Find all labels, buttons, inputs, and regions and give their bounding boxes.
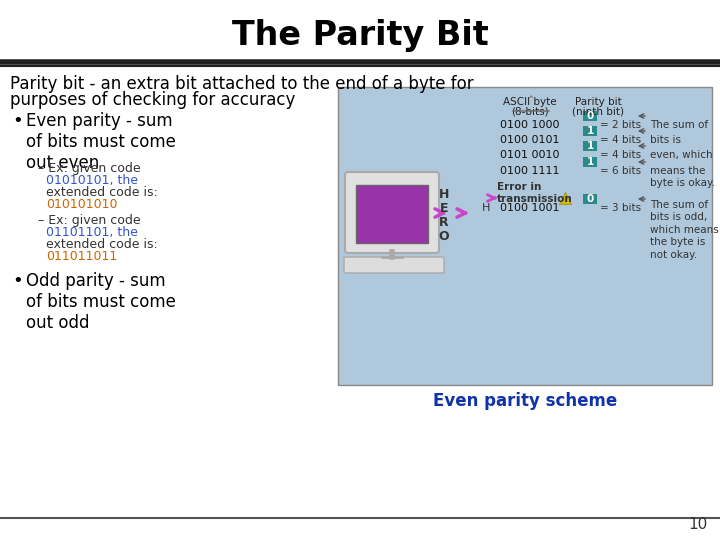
FancyBboxPatch shape: [344, 257, 444, 273]
Text: means the
byte is okay.: means the byte is okay.: [650, 166, 715, 188]
Text: H: H: [438, 188, 449, 201]
Text: 10: 10: [689, 517, 708, 532]
Text: 01101101, the: 01101101, the: [46, 226, 138, 239]
Text: 0: 0: [586, 111, 593, 121]
Text: 011011011: 011011011: [46, 250, 117, 263]
Text: The sum of
bits is odd,
which means
the byte is
not okay.: The sum of bits is odd, which means the …: [650, 200, 719, 260]
Text: Odd parity - sum
of bits must come
out odd: Odd parity - sum of bits must come out o…: [26, 272, 176, 332]
Text: 0100 0101: 0100 0101: [500, 135, 559, 145]
Text: = 6 bits: = 6 bits: [600, 166, 641, 176]
Text: 0100 1001: 0100 1001: [500, 203, 559, 213]
Text: extended code is:: extended code is:: [46, 238, 158, 251]
Text: The sum of: The sum of: [650, 120, 708, 130]
Text: even, which: even, which: [650, 150, 713, 160]
Text: 1: 1: [586, 141, 593, 151]
FancyBboxPatch shape: [583, 194, 597, 204]
Text: •: •: [12, 272, 23, 290]
Text: O: O: [438, 231, 449, 244]
Text: = 2 bits: = 2 bits: [600, 120, 641, 130]
Text: bits is: bits is: [650, 135, 681, 145]
FancyBboxPatch shape: [583, 126, 597, 136]
Text: Parity bit - an extra bit attached to the end of a byte for: Parity bit - an extra bit attached to th…: [10, 75, 474, 93]
FancyBboxPatch shape: [583, 141, 597, 151]
Text: 0100 1000: 0100 1000: [500, 120, 559, 130]
Text: 01010101, the: 01010101, the: [46, 174, 138, 187]
Text: ASCII byte: ASCII byte: [503, 97, 557, 107]
Text: E: E: [440, 202, 449, 215]
Text: Even parity scheme: Even parity scheme: [433, 392, 617, 410]
Text: Error in
transmission: Error in transmission: [497, 182, 572, 205]
Text: 0: 0: [586, 194, 593, 204]
Text: R: R: [439, 217, 449, 230]
Text: The Parity Bit: The Parity Bit: [232, 18, 488, 51]
FancyBboxPatch shape: [356, 185, 428, 243]
Text: ˆ: ˆ: [528, 96, 534, 109]
Text: = 4 bits: = 4 bits: [600, 150, 641, 160]
Text: – Ex: given code: – Ex: given code: [38, 214, 140, 227]
Text: •: •: [12, 112, 23, 130]
FancyBboxPatch shape: [583, 111, 597, 121]
Text: = 3 bits: = 3 bits: [600, 203, 641, 213]
Text: 010101010: 010101010: [46, 198, 117, 211]
Text: H: H: [482, 203, 490, 213]
FancyBboxPatch shape: [583, 157, 597, 167]
Text: = 4 bits: = 4 bits: [600, 135, 641, 145]
Text: – Ex: given code: – Ex: given code: [38, 162, 140, 175]
Text: 1: 1: [586, 157, 593, 167]
Text: extended code is:: extended code is:: [46, 186, 158, 199]
Text: purposes of checking for accuracy: purposes of checking for accuracy: [10, 91, 295, 109]
Text: (8-bits): (8-bits): [511, 106, 549, 116]
Text: Even parity - sum
of bits must come
out even: Even parity - sum of bits must come out …: [26, 112, 176, 172]
Text: 0101 0010: 0101 0010: [500, 150, 559, 160]
FancyBboxPatch shape: [345, 172, 439, 253]
Text: 1: 1: [586, 126, 593, 136]
Text: Parity bit: Parity bit: [575, 97, 621, 107]
Text: 0100 1111: 0100 1111: [500, 166, 559, 176]
FancyBboxPatch shape: [338, 87, 712, 385]
Text: (ninth bit): (ninth bit): [572, 106, 624, 116]
